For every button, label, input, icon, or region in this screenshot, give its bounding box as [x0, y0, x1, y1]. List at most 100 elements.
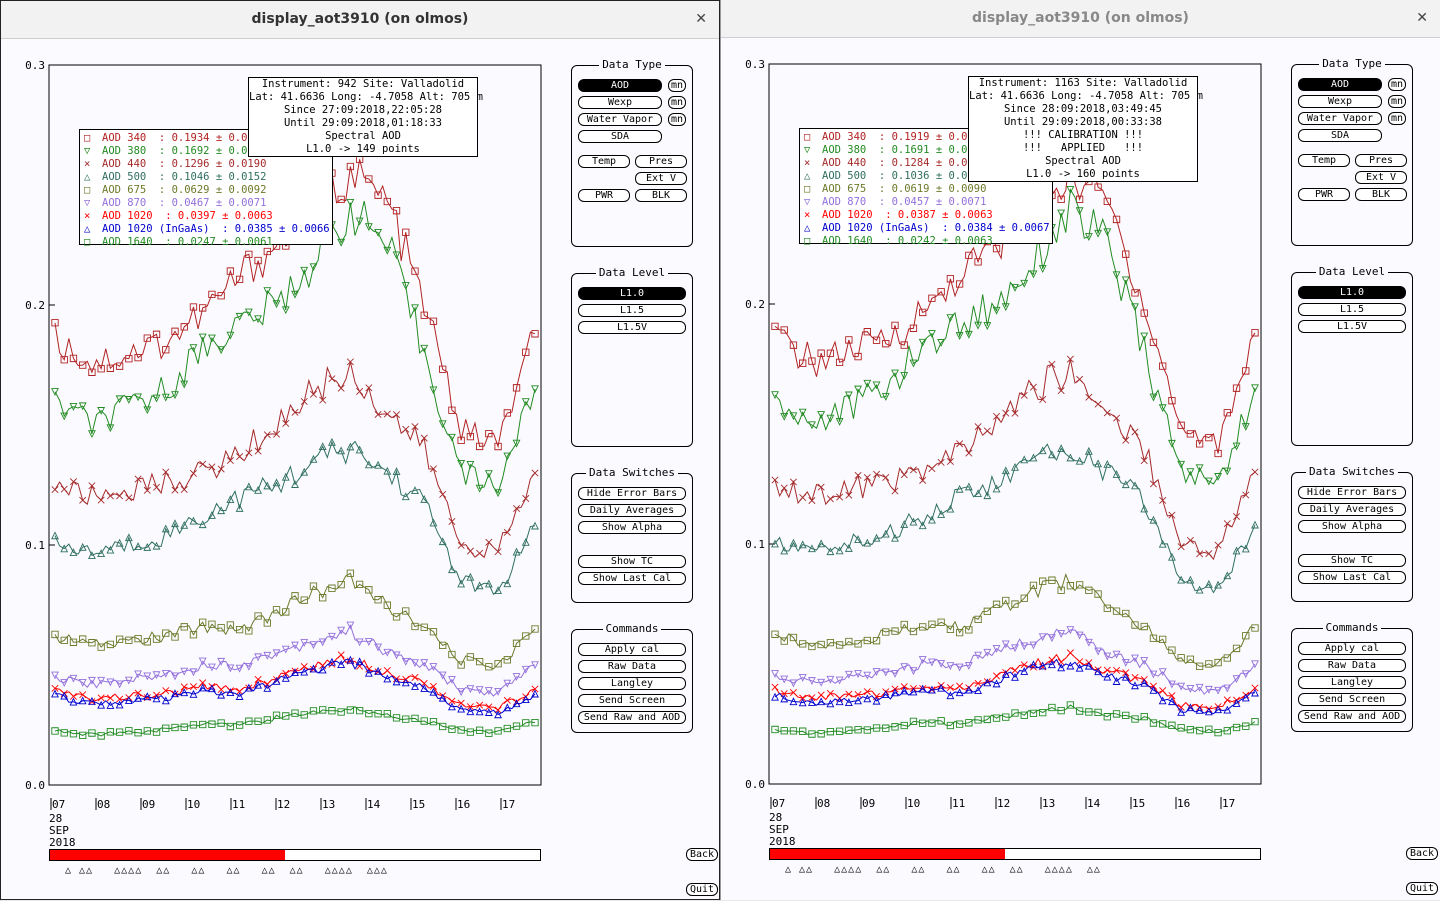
- data-type-extv-button[interactable]: Ext V: [1355, 171, 1407, 184]
- data-point: [1131, 289, 1139, 297]
- send-screen-button[interactable]: Send Screen: [1298, 693, 1406, 706]
- show-tc-button[interactable]: Show TC: [1298, 554, 1406, 567]
- data-type-pres-button[interactable]: Pres: [1355, 154, 1407, 167]
- data-point: [503, 696, 511, 704]
- send-raw-and-aod-button[interactable]: Send Raw and AOD: [578, 711, 686, 724]
- data-point: [420, 311, 428, 319]
- data-point: [116, 492, 124, 500]
- data-point: [826, 699, 835, 708]
- data-point: [521, 537, 530, 546]
- data-point: [374, 460, 383, 469]
- mn-button[interactable]: mn: [668, 113, 686, 126]
- send-raw-and-aod-button[interactable]: Send Raw and AOD: [1298, 710, 1406, 723]
- legend-label: AOD 380: [822, 144, 867, 156]
- data-point: [928, 719, 936, 727]
- quit-button[interactable]: Quit: [1406, 882, 1438, 895]
- data-type-aod-button[interactable]: AOD: [1298, 78, 1382, 91]
- data-point: [346, 162, 355, 171]
- data-level-l15-button[interactable]: L1.5: [1298, 303, 1406, 316]
- data-type-wexp-button[interactable]: Wexp: [578, 96, 662, 109]
- data-type-pwr-button[interactable]: PWR: [1298, 188, 1350, 201]
- mn-button[interactable]: mn: [1388, 78, 1406, 91]
- mn-button[interactable]: mn: [1388, 95, 1406, 108]
- legend-entry: □ AOD 340 : 0.1919 ± 0.0: [804, 131, 967, 144]
- data-point: [522, 348, 530, 356]
- info-line: Spectral AOD: [325, 130, 401, 142]
- show-alpha-button[interactable]: Show Alpha: [1298, 520, 1406, 533]
- send-screen-button[interactable]: Send Screen: [578, 694, 686, 707]
- raw-data-button[interactable]: Raw Data: [578, 660, 686, 673]
- legend-plusminus: ±: [209, 132, 229, 144]
- data-point: [411, 304, 419, 313]
- data-point: [475, 686, 484, 695]
- daily-averages-button[interactable]: Daily Averages: [578, 504, 686, 517]
- data-point: [1094, 667, 1103, 676]
- data-point: [300, 397, 308, 405]
- data-point: [863, 694, 872, 703]
- legend-marker-icon: ×: [84, 158, 91, 170]
- raw-data-button[interactable]: Raw Data: [1298, 659, 1406, 672]
- data-point: [1223, 727, 1231, 735]
- data-type-blk-button[interactable]: BLK: [635, 189, 687, 202]
- data-point: [484, 579, 493, 588]
- langley-button[interactable]: Langley: [1298, 676, 1406, 689]
- panel-title-text: Data Level: [595, 266, 669, 279]
- data-point: [992, 714, 1001, 722]
- data-type-sda-button[interactable]: SDA: [1298, 129, 1382, 142]
- apply-cal-button[interactable]: Apply cal: [1298, 642, 1406, 655]
- data-type-extv-button[interactable]: Ext V: [635, 172, 687, 185]
- data-point: [845, 637, 853, 646]
- data-point: [993, 672, 1001, 680]
- show-alpha-button[interactable]: Show Alpha: [578, 521, 686, 534]
- series-line: [774, 443, 1256, 594]
- data-point: [337, 651, 345, 659]
- show-tc-button[interactable]: Show TC: [578, 555, 686, 568]
- data-point: [1048, 576, 1056, 584]
- data-point: [531, 469, 539, 477]
- back-button[interactable]: Back: [686, 848, 718, 861]
- data-point: [392, 251, 401, 260]
- quit-button[interactable]: Quit: [686, 883, 718, 896]
- data-level-l15v-button[interactable]: L1.5V: [1298, 320, 1406, 333]
- data-point: [466, 547, 474, 555]
- close-icon[interactable]: ✕: [1416, 10, 1428, 26]
- data-level-l15-button[interactable]: L1.5: [578, 304, 686, 317]
- apply-cal-button[interactable]: Apply cal: [578, 643, 686, 656]
- mn-button[interactable]: mn: [668, 96, 686, 109]
- mn-button[interactable]: mn: [1388, 112, 1406, 125]
- legend-label: AOD 1640: [822, 235, 873, 247]
- back-button[interactable]: Back: [1406, 847, 1438, 860]
- show-last-cal-button[interactable]: Show Last Cal: [1298, 571, 1406, 584]
- data-point: [263, 683, 272, 692]
- data-type-sda-button[interactable]: SDA: [578, 130, 662, 143]
- data-point: [531, 685, 539, 693]
- hide-error-bars-button[interactable]: Hide Error Bars: [578, 487, 686, 500]
- hide-error-bars-button[interactable]: Hide Error Bars: [1298, 486, 1406, 499]
- data-point: [965, 626, 973, 634]
- data-level-l10-button[interactable]: L1.0: [578, 287, 686, 300]
- data-point: [872, 696, 881, 705]
- data-type-blk-button[interactable]: BLK: [1355, 188, 1407, 201]
- close-icon[interactable]: ✕: [695, 11, 707, 27]
- mn-button[interactable]: mn: [668, 79, 686, 92]
- show-last-cal-button[interactable]: Show Last Cal: [578, 572, 686, 585]
- data-point: [789, 412, 798, 421]
- data-type-temp-button[interactable]: Temp: [1298, 154, 1350, 167]
- langley-button[interactable]: Langley: [578, 677, 686, 690]
- data-point: [161, 524, 170, 533]
- data-type-wexp-button[interactable]: Wexp: [1298, 95, 1382, 108]
- data-level-l15v-button[interactable]: L1.5V: [578, 321, 686, 334]
- x-tick-label: 15: [412, 798, 425, 811]
- data-type-temp-button[interactable]: Temp: [578, 155, 630, 168]
- data-type-aod-button[interactable]: AOD: [578, 79, 662, 92]
- daily-averages-button[interactable]: Daily Averages: [1298, 503, 1406, 516]
- data-point: [835, 358, 844, 367]
- data-point: [1113, 414, 1121, 422]
- data-point: [955, 484, 964, 493]
- data-level-l10-button[interactable]: L1.0: [1298, 286, 1406, 299]
- data-point: [235, 275, 244, 284]
- data-type-water-vapor-button[interactable]: Water Vapor: [578, 113, 662, 126]
- data-type-pwr-button[interactable]: PWR: [578, 189, 630, 202]
- data-type-water-vapor-button[interactable]: Water Vapor: [1298, 112, 1382, 125]
- data-type-pres-button[interactable]: Pres: [635, 155, 687, 168]
